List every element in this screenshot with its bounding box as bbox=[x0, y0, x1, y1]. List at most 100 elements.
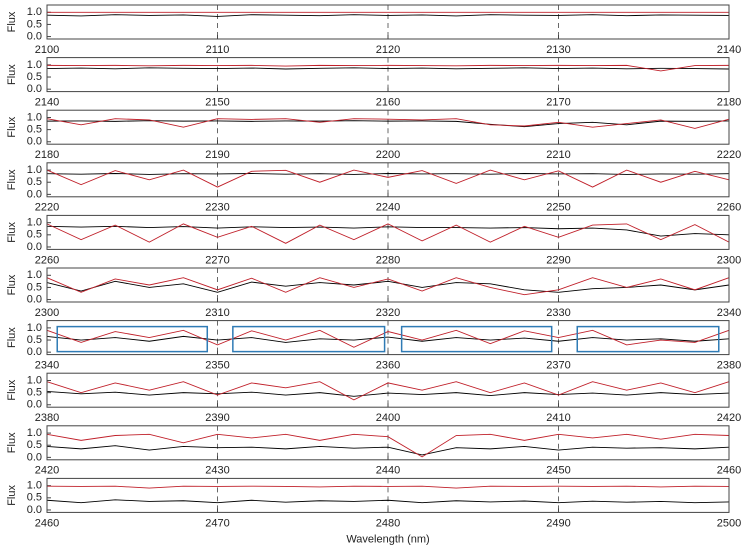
x-tick-label: 2240 bbox=[376, 202, 400, 214]
plot-frame bbox=[46, 109, 730, 145]
x-tick-label: 2380 bbox=[717, 360, 741, 372]
y-tick-label: 0.0 bbox=[27, 399, 42, 411]
spectrum-line bbox=[46, 433, 730, 458]
x-tick-label: 2380 bbox=[35, 412, 59, 424]
x-tick-label: 2420 bbox=[35, 465, 59, 477]
x-tick-label: 2330 bbox=[546, 307, 570, 319]
y-tick-label: 0.0 bbox=[27, 83, 42, 95]
y-tick-label: 1.0 bbox=[27, 322, 42, 334]
x-tick-label: 2450 bbox=[546, 465, 570, 477]
plot-frame bbox=[46, 320, 730, 356]
y-tick-label: 0.5 bbox=[27, 18, 42, 30]
x-tick-label: 2160 bbox=[376, 97, 400, 109]
x-tick-label: 2420 bbox=[717, 412, 741, 424]
x-tick-label: 2430 bbox=[205, 465, 229, 477]
y-axis-label: Flux bbox=[6, 116, 18, 137]
y-tick-label: 0.0 bbox=[27, 241, 42, 253]
x-tick-label: 2260 bbox=[35, 254, 59, 266]
x-tick-label: 2470 bbox=[205, 517, 229, 529]
y-tick-label: 1.0 bbox=[27, 427, 42, 439]
x-tick-label: 2460 bbox=[35, 517, 59, 529]
spectrum-line bbox=[46, 223, 730, 244]
spectrum-line bbox=[46, 485, 730, 489]
spectrum-line bbox=[46, 390, 730, 397]
x-tick-label: 2190 bbox=[205, 149, 229, 161]
y-tick-label: 1.0 bbox=[27, 374, 42, 386]
y-tick-label: 0.0 bbox=[27, 504, 42, 516]
y-tick-label: 0.0 bbox=[27, 188, 42, 200]
x-tick-label: 2400 bbox=[376, 412, 400, 424]
x-tick-label: 2280 bbox=[376, 254, 400, 266]
y-tick-label: 0.0 bbox=[27, 136, 42, 148]
x-tick-label: 2340 bbox=[717, 307, 741, 319]
x-tick-label: 2480 bbox=[376, 517, 400, 529]
x-tick-label: 2340 bbox=[35, 360, 59, 372]
plot-frame bbox=[46, 372, 730, 408]
x-axis-label: Wavelength (nm) bbox=[346, 533, 429, 545]
x-tick-label: 2180 bbox=[35, 149, 59, 161]
y-tick-label: 0.5 bbox=[27, 492, 42, 504]
x-tick-label: 2290 bbox=[546, 254, 570, 266]
y-tick-label: 0.5 bbox=[27, 71, 42, 83]
x-tick-label: 2110 bbox=[206, 44, 230, 56]
y-tick-label: 0.5 bbox=[27, 124, 42, 136]
highlight-box bbox=[232, 325, 386, 353]
y-tick-label: 0.0 bbox=[27, 30, 42, 42]
spectrum-line bbox=[46, 118, 730, 129]
spectrum-line bbox=[46, 329, 730, 348]
highlight-box bbox=[56, 325, 209, 353]
spectrum-line bbox=[46, 225, 730, 237]
y-tick-label: 0.5 bbox=[27, 439, 42, 451]
y-axis-label: Flux bbox=[6, 485, 18, 506]
y-tick-label: 0.5 bbox=[27, 281, 42, 293]
x-tick-label: 2250 bbox=[546, 202, 570, 214]
plot-frame bbox=[46, 477, 730, 513]
y-axis-label: Flux bbox=[6, 379, 18, 400]
spectrum-line bbox=[46, 381, 730, 401]
x-tick-label: 2140 bbox=[717, 44, 741, 56]
y-tick-label: 1.0 bbox=[27, 59, 42, 71]
y-axis-label: Flux bbox=[6, 11, 18, 32]
x-tick-label: 2150 bbox=[205, 97, 229, 109]
spectrum-line bbox=[46, 64, 730, 72]
x-tick-label: 2270 bbox=[205, 254, 229, 266]
y-axis-label: Flux bbox=[6, 64, 18, 85]
y-tick-label: 0.5 bbox=[27, 334, 42, 346]
x-tick-label: 2130 bbox=[546, 44, 570, 56]
plot-frame bbox=[46, 425, 730, 461]
x-tick-label: 2140 bbox=[35, 97, 59, 109]
y-tick-label: 0.0 bbox=[27, 346, 42, 358]
spectrum-line bbox=[46, 499, 730, 504]
x-tick-label: 2300 bbox=[35, 307, 59, 319]
x-tick-label: 2260 bbox=[717, 202, 741, 214]
x-tick-label: 2460 bbox=[717, 465, 741, 477]
x-tick-label: 2440 bbox=[376, 465, 400, 477]
x-tick-label: 2490 bbox=[546, 517, 570, 529]
spectrum-line bbox=[46, 169, 730, 188]
y-axis-label: Flux bbox=[6, 169, 18, 190]
spectrum-line bbox=[46, 120, 730, 128]
y-tick-label: 1.0 bbox=[27, 217, 42, 229]
y-tick-label: 1.0 bbox=[27, 269, 42, 281]
y-tick-label: 0.5 bbox=[27, 229, 42, 241]
x-tick-label: 2220 bbox=[35, 202, 59, 214]
y-axis-label: Flux bbox=[6, 432, 18, 453]
y-tick-label: 1.0 bbox=[27, 111, 42, 123]
x-tick-label: 2320 bbox=[376, 307, 400, 319]
x-tick-label: 2500 bbox=[717, 517, 741, 529]
spectrum-line bbox=[46, 277, 730, 296]
x-tick-label: 2360 bbox=[376, 360, 400, 372]
y-tick-label: 1.0 bbox=[27, 6, 42, 18]
y-axis-label: Flux bbox=[6, 274, 18, 295]
y-tick-label: 0.0 bbox=[27, 293, 42, 305]
x-tick-label: 2170 bbox=[546, 97, 570, 109]
plot-frame bbox=[46, 267, 730, 303]
highlight-box bbox=[400, 325, 553, 353]
x-tick-label: 2300 bbox=[717, 254, 741, 266]
x-tick-label: 2220 bbox=[717, 149, 741, 161]
spectrum-line bbox=[46, 173, 730, 175]
x-tick-label: 2370 bbox=[546, 360, 570, 372]
y-tick-label: 0.0 bbox=[27, 451, 42, 463]
x-tick-label: 2100 bbox=[35, 44, 59, 56]
